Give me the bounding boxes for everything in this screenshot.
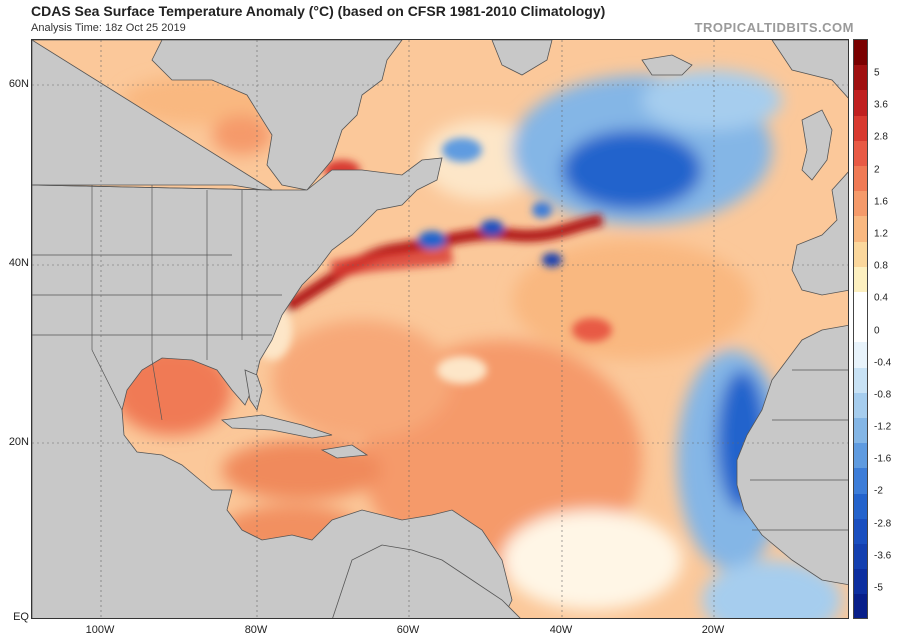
florida-land — [244, 369, 263, 411]
colorbar — [853, 39, 868, 619]
state-borders — [32, 185, 282, 360]
british-isles-land — [801, 109, 833, 181]
africa-land — [736, 324, 848, 586]
lon-label-100w: 100W — [85, 624, 115, 636]
lon-label-80w: 80W — [244, 624, 268, 636]
colorbar-tick-label: 2.8 — [874, 131, 888, 143]
colorbar-tick-label: 0.8 — [874, 260, 888, 272]
colorbar-segment — [854, 367, 867, 393]
colorbar-tick-label: -2 — [874, 485, 883, 497]
political-borders — [32, 184, 848, 531]
colorbar-tick-label: -2.8 — [874, 518, 892, 530]
iceland-land — [641, 54, 693, 76]
cold-anomaly — [642, 70, 782, 130]
neutral-eddy — [437, 356, 487, 384]
colorbar-segment — [854, 544, 867, 570]
south-america-land — [332, 544, 521, 618]
colorbar-segment — [854, 518, 867, 545]
colorbar-tick-label: -3.6 — [874, 550, 892, 562]
lat-label-eq: EQ — [13, 611, 29, 623]
lat-label-20n: 20N — [8, 436, 29, 448]
colorbar-segment — [854, 40, 867, 66]
colorbar-segment — [854, 241, 867, 267]
colorbar-segment — [854, 418, 867, 444]
canada-land — [32, 40, 403, 191]
colorbar-segment — [854, 292, 867, 318]
map-canvas — [32, 40, 848, 618]
colorbar-tick-label: 0.4 — [874, 292, 888, 304]
colorbar-tick-label: 5 — [874, 67, 880, 79]
greenland-land — [491, 40, 553, 76]
hispaniola-land — [320, 444, 369, 459]
colorbar-segment — [854, 166, 867, 192]
colorbar-segment — [854, 317, 867, 343]
colorbar-segment — [854, 216, 867, 242]
analysis-time: Analysis Time: 18z Oct 25 2019 — [31, 22, 186, 34]
cold-eddy — [442, 138, 482, 162]
colorbar-tick-label: 1.2 — [874, 228, 888, 240]
colorbar-segment — [854, 90, 867, 116]
cold-eddy — [418, 231, 446, 249]
colorbar-segment — [854, 191, 867, 217]
watermark: TROPICALTIDBITS.COM — [694, 20, 854, 35]
cold-eddy — [532, 202, 552, 218]
colorbar-segment — [854, 493, 867, 519]
warm-anomaly — [272, 320, 452, 440]
warm-eddy — [572, 318, 612, 342]
lon-label-60w: 60W — [396, 624, 420, 636]
colorbar-segment — [854, 468, 867, 494]
colorbar-segment — [854, 65, 867, 91]
lon-label-20w: 20W — [701, 624, 725, 636]
iberia-land — [791, 171, 848, 296]
cold-eddy — [480, 220, 504, 236]
colorbar-tick-label: 3.6 — [874, 99, 888, 111]
mexico-border — [91, 349, 163, 421]
colorbar-tick-label: 1.6 — [874, 196, 888, 208]
colorbar-tick-label: 2 — [874, 164, 880, 176]
map-title: CDAS Sea Surface Temperature Anomaly (°C… — [31, 3, 606, 19]
cold-eddy — [542, 253, 562, 267]
colorbar-segment — [854, 140, 867, 167]
colorbar-tick-label: -5 — [874, 582, 883, 594]
cold-anomaly — [702, 560, 842, 618]
colorbar-tick-label: -1.6 — [874, 453, 892, 465]
sst-anomaly-map — [31, 39, 849, 619]
colorbar-tick-label: -0.8 — [874, 389, 892, 401]
colorbar-segment — [854, 594, 867, 618]
neutral-anomaly — [502, 510, 682, 610]
gulf-stream-warm-streak — [329, 246, 454, 279]
africa-borders — [750, 369, 848, 531]
lat-label-60n: 60N — [8, 78, 29, 90]
colorbar-segment — [854, 443, 867, 469]
colorbar-tick-label: -0.4 — [874, 357, 892, 369]
cold-core-anomaly — [562, 130, 702, 210]
colorbar-tick-label: -1.2 — [874, 421, 892, 433]
colorbar-segment — [854, 392, 867, 419]
cuba-land — [221, 414, 333, 439]
lat-label-40n: 40N — [8, 257, 29, 269]
colorbar-segment — [854, 266, 867, 293]
lon-label-40w: 40W — [549, 624, 573, 636]
graticule — [32, 40, 848, 618]
colorbar-tick-label: 0 — [874, 325, 880, 336]
colorbar-segment — [854, 569, 867, 595]
colorbar-segment — [854, 342, 867, 368]
colorbar-segment — [854, 115, 867, 141]
scandinavia-land — [771, 40, 848, 99]
